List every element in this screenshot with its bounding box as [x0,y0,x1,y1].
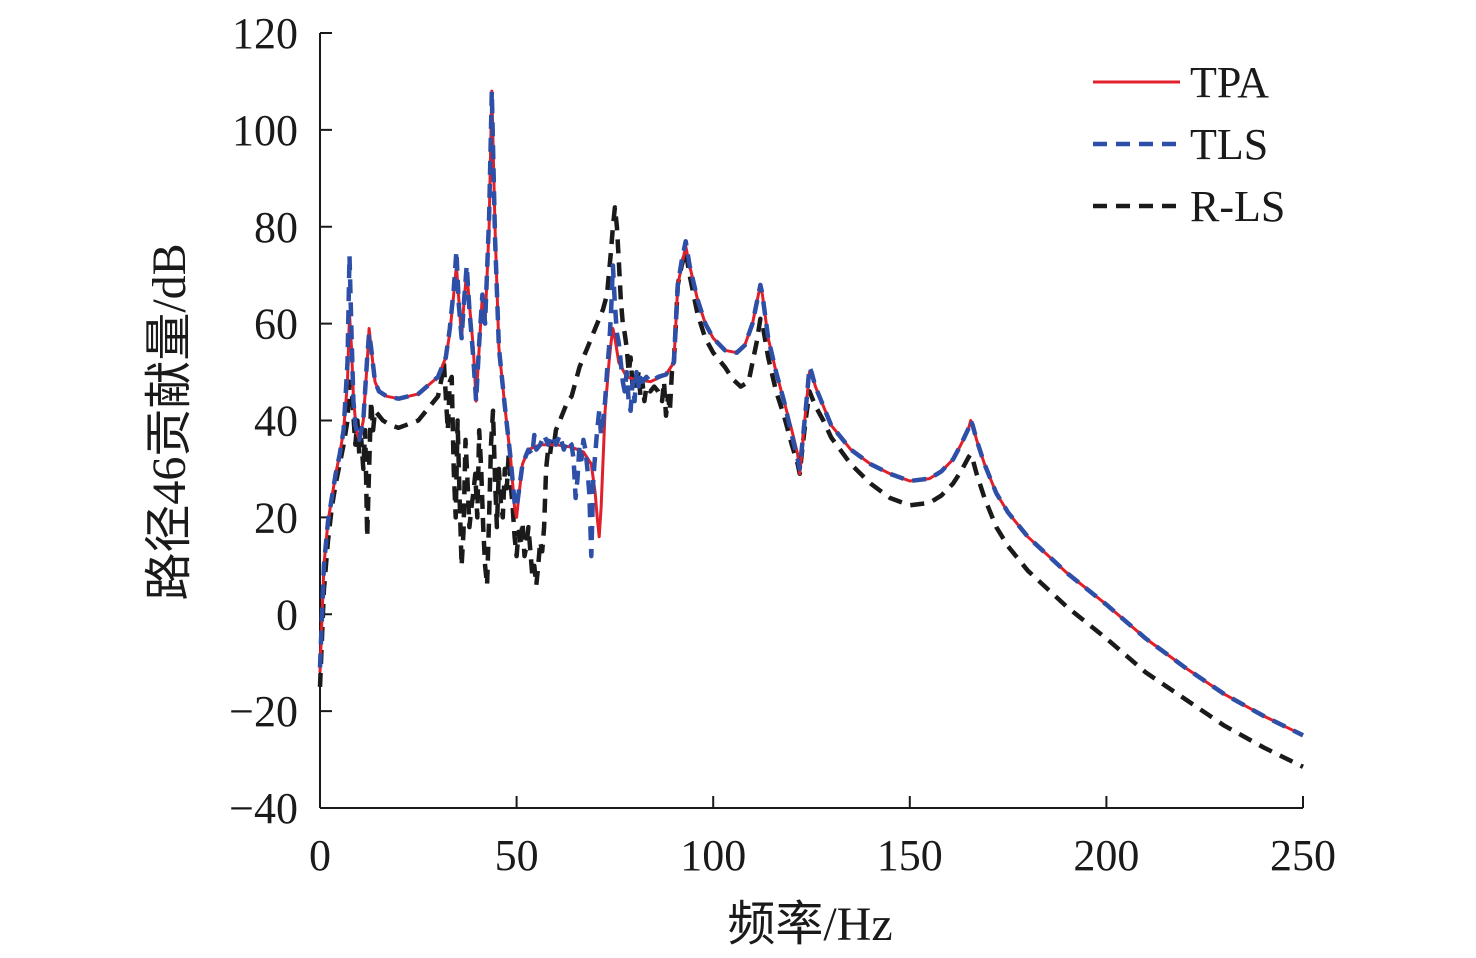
x-tick-label: 250 [1270,831,1336,880]
y-tick-label: 100 [232,106,298,155]
legend: TPA TLS R-LS [1093,58,1285,231]
series-tls-line [317,88,1304,738]
legend-label-r-ls: R-LS [1190,182,1285,231]
y-tick-label: 60 [254,300,298,349]
x-tick-label: 0 [309,831,331,880]
x-tick-label: 200 [1073,831,1139,880]
legend-label-tpa: TPA [1190,58,1269,107]
x-axis-title: 频率/Hz [727,898,892,951]
y-axis-title: 路径46贡献量/dB [143,243,196,600]
x-tick-label: 150 [877,831,943,880]
y-tick-label: 0 [276,590,298,639]
x-tick-label: 50 [495,831,539,880]
axes: −40 −20 0 20 40 60 80 100 120 0 50 100 150 200 250 [229,9,1336,880]
y-tick-label: −20 [229,687,298,736]
series-tpa-line [318,89,1304,737]
y-tick-label: −40 [229,784,298,833]
legend-label-tls: TLS [1190,120,1268,169]
series-layer [317,88,1304,769]
y-tick-label: 20 [254,493,298,542]
y-tick-label: 40 [254,397,298,446]
x-tick-label: 100 [680,831,746,880]
y-tick-label: 80 [254,203,298,252]
y-tick-label: 120 [232,9,298,58]
